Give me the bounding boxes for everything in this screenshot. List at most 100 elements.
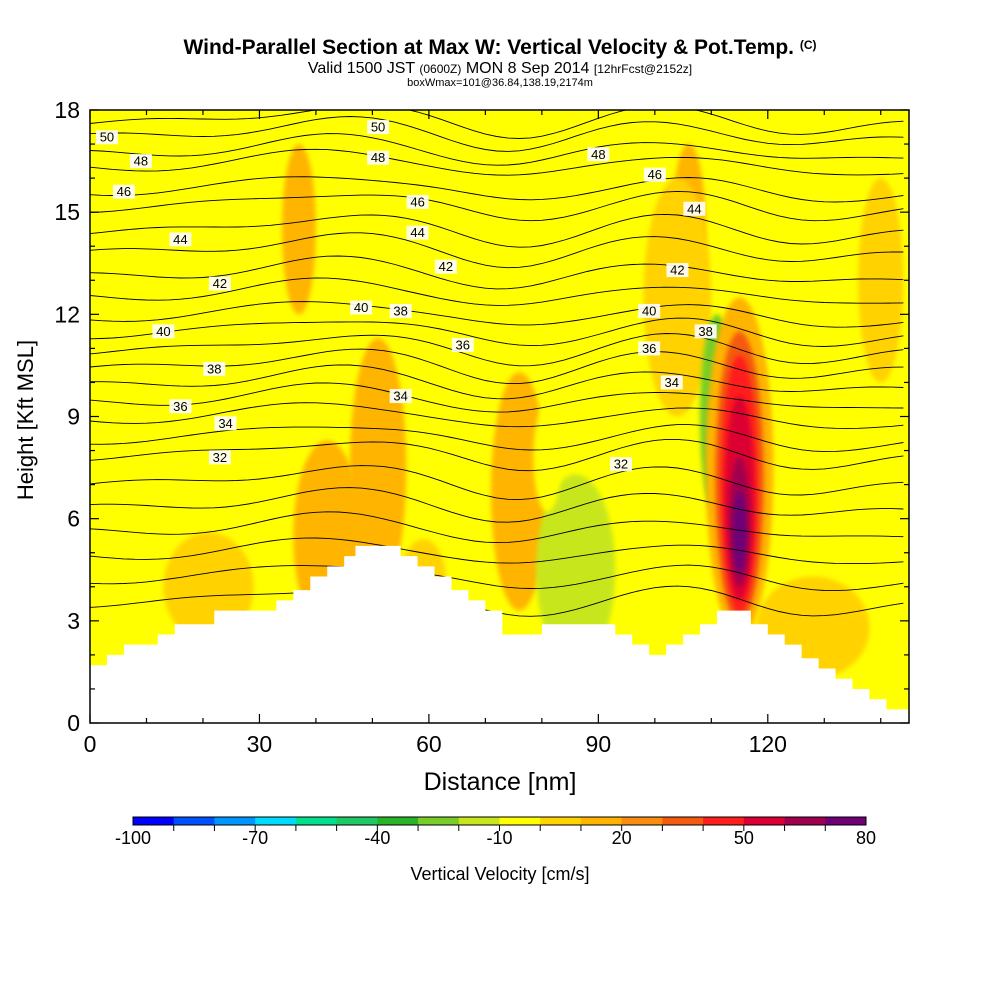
x-tick-label-120: 120 [749,731,787,757]
colorbar-tick-label--40: -40 [364,828,390,848]
contour-label-box-24 [638,303,661,318]
contour-label-box-8 [214,416,237,431]
contour-label-20: 48 [591,147,605,162]
w-region-4 [282,144,316,315]
theta-contour-34 [90,402,904,429]
chart-subtitle: Valid 1500 JST (0600Z) MON 8 Sep 2014 [1… [0,60,1000,78]
contour-label-box-15 [350,300,373,315]
colorbar-swatch-8 [458,817,500,825]
contour-label-box-22 [683,201,706,216]
contour-label-19: 32 [614,457,628,472]
theta-contour-28 [90,537,904,565]
w-region-11 [858,178,904,383]
contour-label-5: 40 [156,324,170,339]
theta-contour-38 [90,333,904,367]
y-tick-label-12: 12 [54,301,80,327]
colorbar-swatch-10 [540,817,582,825]
theta-contour-49 [90,116,904,152]
contour-label-box-1 [129,154,152,169]
x-axis: 0 30 60 90 120 [84,110,882,757]
contour-label-0: 50 [100,130,114,145]
terrain-mask [90,545,909,723]
theta-contour-41 [90,277,904,306]
colorbar-swatch-2 [214,817,256,825]
contour-label-box-12 [406,194,429,209]
colorbar-tick-label--10: -10 [486,828,512,848]
contour-label-box-14 [434,259,457,274]
colorbar-tick-label-80: 80 [856,828,876,848]
colorbar-tick-label--70: -70 [242,828,268,848]
contour-label-3: 44 [173,232,187,247]
theta-contour-44 [90,213,904,248]
contour-label-22: 44 [687,201,701,216]
theta-contour-31 [90,465,904,501]
theta-contour-30 [90,487,904,523]
contour-label-6: 38 [207,361,221,376]
y-tick-label-0: 0 [67,710,80,736]
contour-label-12: 46 [410,194,424,209]
theta-contour-33 [90,424,904,453]
colorbar-tick-label-20: 20 [612,828,632,848]
theta-contour-48 [90,133,904,166]
contour-label-box-3 [169,232,192,247]
contour-label-13: 44 [410,225,424,240]
contour-label-box-16 [389,303,412,318]
contour-label-14: 42 [439,259,453,274]
theta-contour-45 [90,190,904,222]
y-axis-label: Height [Kft MSL] [13,340,38,500]
box-info: boxWmax=101@36.84,138.19,2174m [407,77,593,89]
colorbar-swatch-4 [295,817,338,825]
x-tick-label-30: 30 [247,731,273,757]
theta-contour-39 [90,317,904,347]
y-tick-label-9: 9 [67,404,80,430]
w-region-19 [454,409,483,533]
theta-contour-32 [90,438,904,472]
theta-contour-37 [90,348,904,385]
contour-label-box-5 [152,324,175,339]
contour-label-box-23 [666,263,689,278]
copyright-mark: (C) [799,38,817,52]
x-tick-label-90: 90 [586,731,612,757]
colorbar-swatch-6 [377,817,419,825]
x-axis-label: Distance [nm] [424,768,577,796]
contour-label-box-9 [208,450,231,465]
contour-label-box-21 [643,167,666,182]
theta-contour-43 [90,232,904,269]
contour-label-15: 40 [354,300,368,315]
contour-label-box-20 [587,147,610,162]
y-tick-label-15: 15 [54,199,80,225]
theta-contour-27 [90,564,904,592]
contour-label-27: 34 [665,375,679,390]
contour-label-box-4 [208,276,231,291]
contour-label-18: 34 [393,389,407,404]
contour-label-9: 32 [213,450,227,465]
chart-title: Wind-Parallel Section at Max W: Vertical… [0,36,1000,60]
colorbar: -100 -70 -40 -10 20 50 80 [115,816,876,848]
theta-contour-36 [90,364,904,400]
colorbar-swatch-0 [133,817,175,825]
colorbar-swatch-14 [703,817,745,825]
valid-time: Valid 1500 JST [307,60,415,77]
colorbar-swatch-11 [580,817,623,825]
contour-label-11: 48 [371,150,385,165]
contour-label-26: 36 [642,341,656,356]
theta-contour-50 [90,110,904,139]
contour-label-box-26 [638,341,661,356]
theta-contour-46 [90,176,904,203]
contour-label-16: 38 [393,303,407,318]
contour-label-box-27 [660,375,683,390]
contour-label-box-17 [451,337,474,352]
colorbar-swatch-17 [825,817,867,825]
colorbar-swatch-15 [743,817,786,825]
contour-label-2: 46 [117,184,131,199]
contour-label-box-18 [389,389,412,404]
x-tick-label-0: 0 [84,731,97,757]
colorbar-tick-label-50: 50 [734,828,754,848]
y-tick-label-6: 6 [67,506,80,532]
contour-label-box-11 [367,150,390,165]
theta-contour-40 [90,301,904,328]
theta-contour-35 [90,382,904,413]
contour-label-10: 50 [371,120,385,135]
